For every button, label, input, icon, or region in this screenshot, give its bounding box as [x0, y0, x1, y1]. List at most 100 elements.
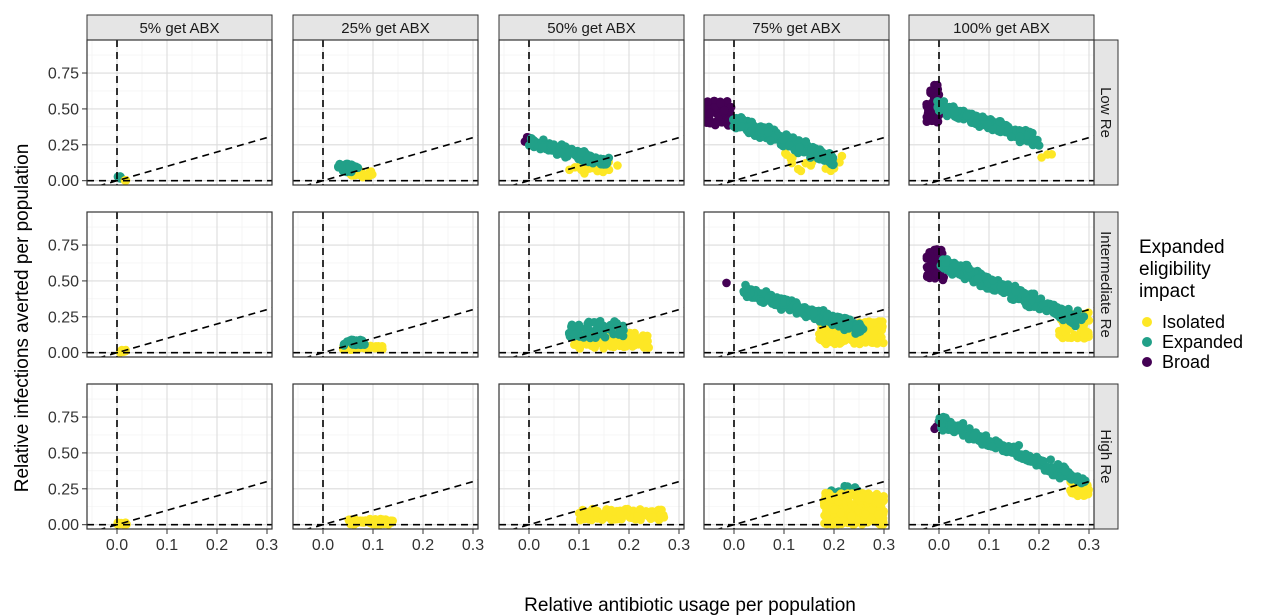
x-tick-label: 0.2 — [206, 537, 228, 554]
column-strip: 25% get ABX — [292, 14, 479, 41]
facet-panel — [703, 39, 890, 186]
scatter-point — [575, 323, 584, 333]
scatter-point — [874, 498, 884, 508]
scatter-point — [579, 513, 589, 523]
panel-border — [703, 383, 890, 530]
x-tick-label: 0.2 — [1028, 537, 1050, 554]
scatter-point — [1073, 472, 1082, 481]
panel-background — [704, 40, 889, 185]
scatter-point — [581, 324, 591, 333]
panel-border — [86, 39, 273, 186]
scatter-point — [1047, 150, 1056, 159]
column-strip-label: 50% get ABX — [547, 20, 635, 37]
scatter-point — [951, 260, 961, 269]
y-tick-label: 0.75 — [48, 238, 79, 255]
column-strip: 75% get ABX — [703, 14, 890, 41]
scatter-point — [376, 343, 386, 353]
y-tick-label: 0.75 — [48, 410, 79, 427]
scatter-point — [361, 170, 370, 180]
scatter-point — [971, 119, 981, 129]
y-tick-label: 0.00 — [48, 173, 79, 190]
facet-panel — [498, 39, 685, 186]
scatter-point — [922, 262, 932, 272]
scatter-point — [962, 111, 972, 120]
scatter-point — [706, 109, 715, 118]
panel-border — [498, 211, 685, 358]
scatter-point — [853, 336, 862, 345]
y-tick-label: 0.25 — [48, 481, 79, 498]
reference-line-diagonal — [921, 307, 1094, 357]
scatter-point — [830, 338, 840, 347]
scatter-point — [861, 509, 870, 519]
column-strip-box — [292, 14, 479, 41]
scatter-point — [616, 326, 626, 336]
scatter-point — [565, 147, 574, 157]
column-strip: 100% get ABX — [908, 14, 1095, 41]
x-tick-label: 0.3 — [1078, 537, 1100, 554]
row-strip-label: Intermediate Re — [1097, 231, 1114, 338]
scatter-point — [371, 515, 380, 524]
scatter-point — [1038, 456, 1047, 466]
scatter-point — [353, 163, 363, 173]
scatter-point — [339, 339, 349, 349]
scatter-point — [621, 342, 631, 351]
scatter-point — [809, 308, 818, 318]
scatter-point — [1048, 464, 1057, 473]
reference-line-diagonal — [921, 479, 1094, 529]
scatter-point — [615, 510, 625, 519]
reference-line-diagonal — [511, 307, 684, 357]
scatter-point — [995, 117, 1004, 126]
scatter-point — [872, 339, 882, 348]
facet-panel — [908, 39, 1095, 186]
panels-layer: 5% get ABX 25% get ABX 50% get ABX 75% get … — [82, 14, 1119, 534]
panel-border — [908, 39, 1095, 186]
scatter-point — [988, 276, 998, 285]
reference-line-diagonal — [99, 479, 272, 529]
x-tick-label: 0.2 — [618, 537, 640, 554]
scatter-point — [801, 137, 811, 146]
legend-label: Isolated — [1162, 312, 1225, 332]
reference-line-diagonal — [511, 479, 684, 529]
scatter-point — [742, 292, 752, 302]
scatter-point — [795, 305, 805, 315]
column-strip-label: 75% get ABX — [752, 20, 840, 37]
scatter-point — [795, 143, 804, 152]
row-strip-label: High Re — [1097, 429, 1114, 483]
scatter-point — [756, 297, 766, 306]
legend-title-line: Expanded — [1139, 237, 1225, 258]
scatter-point — [930, 424, 939, 434]
column-strip-box — [86, 14, 273, 41]
row-strip-label: Low Re — [1097, 87, 1114, 138]
row-strip: Low Re — [1093, 39, 1119, 186]
y-tick-label: 0.00 — [48, 517, 79, 534]
x-tick-label: 0.3 — [873, 537, 895, 554]
scatter-point — [1068, 314, 1078, 323]
scatter-point — [1019, 288, 1029, 298]
scatter-point — [1046, 455, 1055, 465]
scatter-point — [606, 325, 616, 335]
x-tick-label: 0.1 — [362, 537, 384, 554]
scatter-point — [595, 319, 604, 328]
scatter-point — [630, 340, 640, 350]
scatter-point — [996, 282, 1006, 292]
facet-panel — [908, 211, 1095, 358]
facet-panel — [82, 211, 273, 358]
panel-border — [86, 211, 273, 358]
scatter-point — [345, 161, 354, 171]
reference-line-diagonal — [511, 135, 684, 185]
scatter-point — [868, 318, 878, 327]
scatter-point — [595, 156, 604, 166]
scatter-point — [570, 163, 580, 172]
x-tick-label: 0.1 — [156, 537, 178, 554]
panel-background — [909, 384, 1094, 529]
scatter-point — [964, 263, 973, 273]
scatter-point — [643, 343, 652, 352]
scatter-point — [941, 257, 950, 267]
column-strip-label: 25% get ABX — [341, 20, 429, 37]
scatter-point — [969, 431, 978, 441]
panel-border — [292, 383, 479, 530]
legend-label: Expanded — [1162, 332, 1243, 352]
y-tick-label: 0.00 — [48, 345, 79, 362]
scatter-point — [351, 340, 361, 350]
